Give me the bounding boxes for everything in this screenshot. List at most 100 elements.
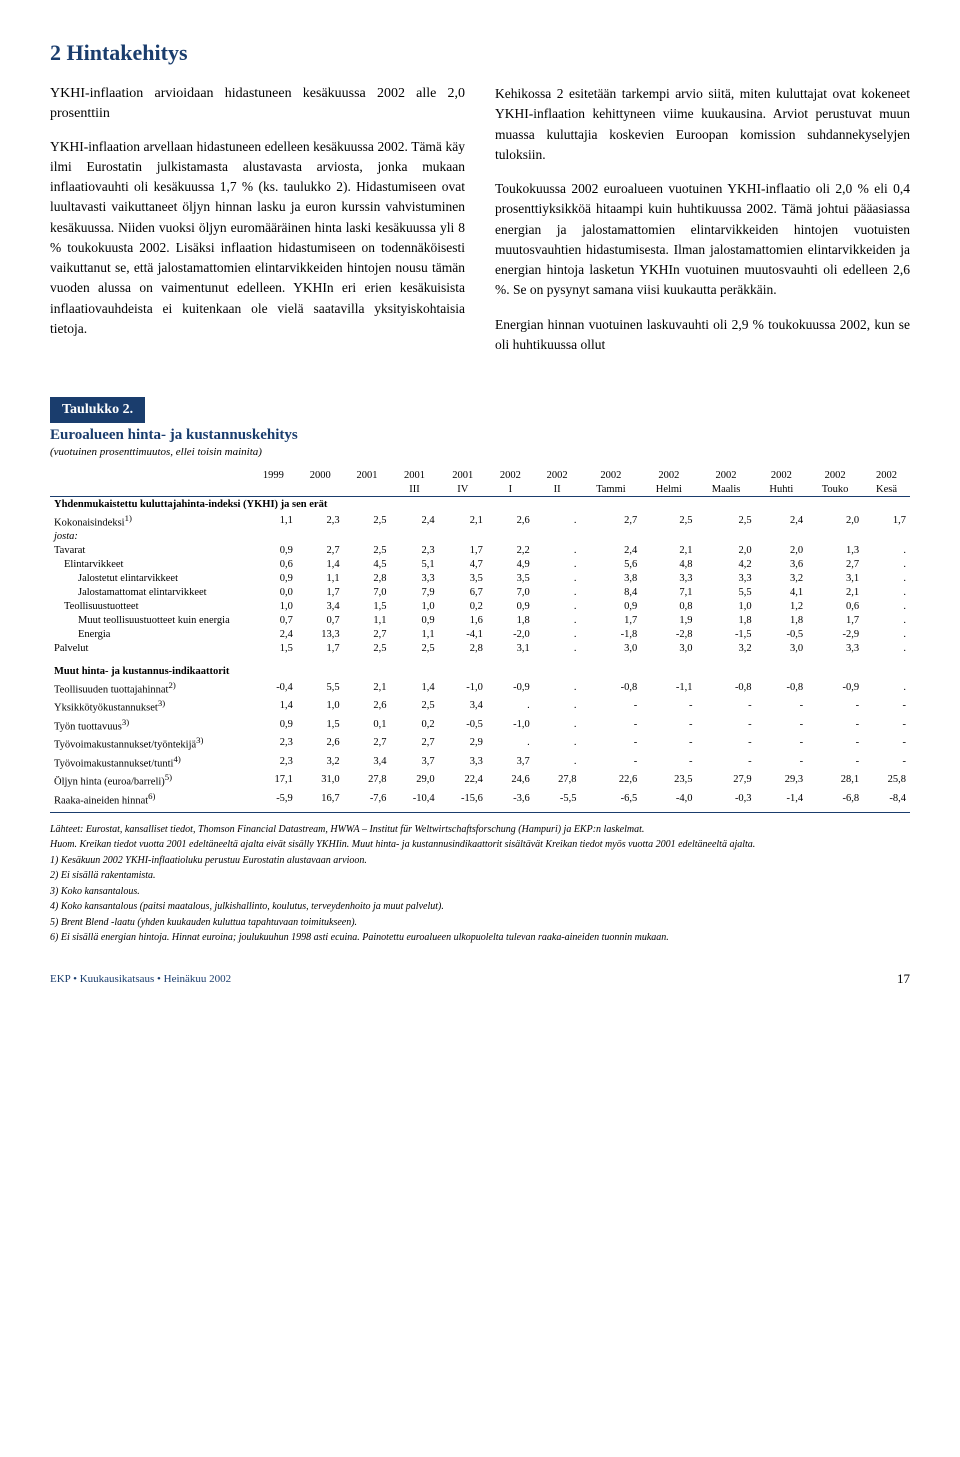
data-cell: 2,9 [439, 734, 487, 753]
data-cell: 2,8 [344, 572, 391, 586]
data-cell: 2,8 [439, 642, 487, 656]
data-cell: 28,1 [807, 771, 863, 790]
row-label: Elintarvikkeet [50, 558, 250, 572]
column-header: 2002 [534, 468, 581, 482]
data-cell: -0,4 [250, 678, 297, 697]
data-cell: - [581, 752, 642, 771]
data-cell: 2,7 [807, 558, 863, 572]
data-cell: 7,0 [344, 586, 391, 600]
row-label: Energia [50, 628, 250, 642]
data-cell: 2,0 [756, 544, 808, 558]
data-cell: 0,9 [487, 600, 534, 614]
row-label: Kokonaisindeksi1) [50, 511, 250, 530]
data-cell: 1,1 [390, 628, 438, 642]
data-cell: . [534, 734, 581, 753]
data-cell: 3,2 [697, 642, 756, 656]
column-header: 2002 [697, 468, 756, 482]
data-cell: - [697, 734, 756, 753]
data-cell: - [807, 697, 863, 716]
data-cell: 23,5 [641, 771, 696, 790]
column-subheader: I [487, 482, 534, 497]
table-row: Elintarvikkeet0,61,44,55,14,74,9.5,64,84… [50, 558, 910, 572]
row-label: Tavarat [50, 544, 250, 558]
data-cell: 2,7 [390, 734, 438, 753]
column-header: 2002 [641, 468, 696, 482]
left-column: YKHI-inflaation arvioidaan hidastuneen k… [50, 84, 465, 369]
data-cell: -7,6 [344, 789, 391, 808]
data-cell: 2,0 [807, 511, 863, 530]
page-footer: EKP • Kuukausikatsaus • Heinäkuu 2002 17 [50, 971, 910, 987]
data-cell: 2,7 [297, 544, 344, 558]
data-cell: - [581, 734, 642, 753]
right-paragraphs: Kehikossa 2 esitetään tarkempi arvio sii… [495, 84, 910, 355]
data-cell: -2,8 [641, 628, 696, 642]
data-cell [863, 530, 910, 544]
data-cell: -0,5 [756, 628, 808, 642]
data-cell [534, 530, 581, 544]
table-group-heading: Yhdenmukaistettu kuluttajahinta-indeksi … [50, 497, 910, 512]
data-cell: - [807, 734, 863, 753]
data-cell: . [534, 614, 581, 628]
data-cell: - [756, 752, 808, 771]
data-cell: . [863, 628, 910, 642]
table-row: Jalostamattomat elintarvikkeet0,01,77,07… [50, 586, 910, 600]
section-title: 2 Hintakehitys [50, 40, 910, 66]
data-cell: 5,5 [697, 586, 756, 600]
table-box-label: Taulukko 2. [50, 397, 145, 423]
data-cell: 7,9 [390, 586, 438, 600]
table-row: Palvelut1,51,72,52,52,83,1.3,03,03,23,03… [50, 642, 910, 656]
data-cell: . [534, 586, 581, 600]
data-cell: 3,3 [697, 572, 756, 586]
data-cell [344, 530, 391, 544]
two-column-body: YKHI-inflaation arvioidaan hidastuneen k… [50, 84, 910, 369]
footer-page-number: 17 [897, 971, 910, 987]
data-cell: 1,0 [390, 600, 438, 614]
data-cell: -1,5 [697, 628, 756, 642]
data-cell: 1,5 [297, 715, 344, 734]
data-cell: 27,9 [697, 771, 756, 790]
row-label: Teollisuuden tuottajahinnat2) [50, 678, 250, 697]
data-table: 1999200020012001200120022002200220022002… [50, 468, 910, 808]
footnote-line: 1) Kesäkuun 2002 YKHI-inflaatioluku peru… [50, 854, 910, 868]
table-row: Teollisuuden tuottajahinnat2)-0,45,52,11… [50, 678, 910, 697]
data-cell: -3,6 [487, 789, 534, 808]
row-label: Muut teollisuustuotteet kuin energia [50, 614, 250, 628]
column-header: 2002 [756, 468, 808, 482]
data-cell: . [863, 572, 910, 586]
data-cell: 4,5 [344, 558, 391, 572]
data-cell: . [534, 697, 581, 716]
data-cell: 13,3 [297, 628, 344, 642]
data-cell: 3,3 [807, 642, 863, 656]
footnote-line: Lähteet: Eurostat, kansalliset tiedot, T… [50, 823, 910, 837]
footnote-line: 4) Koko kansantalous (paitsi maatalous, … [50, 900, 910, 914]
data-cell: -0,5 [439, 715, 487, 734]
data-cell: 27,8 [344, 771, 391, 790]
data-cell: 4,7 [439, 558, 487, 572]
data-cell: 3,4 [439, 697, 487, 716]
column-header: 2001 [344, 468, 391, 482]
data-cell: -5,5 [534, 789, 581, 808]
data-cell: 17,1 [250, 771, 297, 790]
data-cell: - [863, 734, 910, 753]
table-row: Öljyn hinta (euroa/barreli)5)17,131,027,… [50, 771, 910, 790]
data-cell: . [534, 511, 581, 530]
data-cell: -0,3 [697, 789, 756, 808]
table-row: Työvoimakustannukset/tunti4)2,33,23,43,7… [50, 752, 910, 771]
footnote-line: 3) Koko kansantalous. [50, 885, 910, 899]
data-cell [581, 530, 642, 544]
data-cell: . [534, 752, 581, 771]
data-cell: 2,4 [581, 544, 642, 558]
table-row: Tavarat0,92,72,52,31,72,2.2,42,12,02,01,… [50, 544, 910, 558]
data-cell: 1,4 [390, 678, 438, 697]
data-cell: 3,2 [297, 752, 344, 771]
data-cell: 1,3 [807, 544, 863, 558]
column-header: 2002 [807, 468, 863, 482]
data-cell: - [756, 697, 808, 716]
data-cell: 1,6 [439, 614, 487, 628]
footnote-line: 2) Ei sisällä rakentamista. [50, 869, 910, 883]
row-label: Jalostetut elintarvikkeet [50, 572, 250, 586]
data-cell: 4,2 [697, 558, 756, 572]
table-row: Teollisuustuotteet1,03,41,51,00,20,9.0,9… [50, 600, 910, 614]
data-cell: 3,8 [581, 572, 642, 586]
data-cell: -4,0 [641, 789, 696, 808]
